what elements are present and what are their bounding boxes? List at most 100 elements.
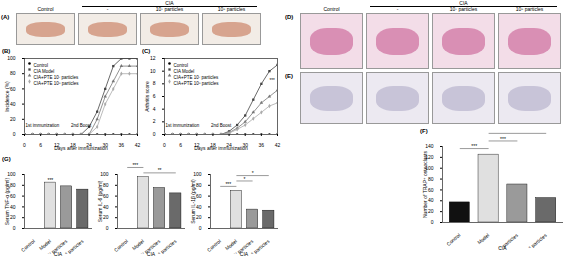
svg-text:Control: Control xyxy=(20,238,36,253)
svg-text:Incidence (%): Incidence (%) xyxy=(4,81,10,112)
svg-text:Model: Model xyxy=(37,238,53,252)
svg-text:Control: Control xyxy=(445,232,461,247)
svg-text:42: 42 xyxy=(275,142,281,148)
svg-text:10⁷ particles: 10⁷ particles xyxy=(494,232,519,248)
svg-text:80: 80 xyxy=(10,70,16,76)
svg-text:36: 36 xyxy=(119,142,125,148)
svg-text:1st immunization: 1st immunization xyxy=(26,123,60,128)
svg-text:***: *** xyxy=(132,162,138,168)
svg-text:20: 20 xyxy=(196,214,202,220)
svg-text:Model: Model xyxy=(223,238,239,252)
svg-text:*: * xyxy=(244,176,246,182)
svg-text:0: 0 xyxy=(153,131,156,137)
svg-text:Arthritis score: Arthritis score xyxy=(144,81,150,112)
svg-text:36: 36 xyxy=(259,142,265,148)
svg-text:10⁸ particles: 10⁸ particles xyxy=(245,238,270,254)
svg-text:Serum IL-1β (pg/ml): Serum IL-1β (pg/ml) xyxy=(190,179,196,224)
svg-text:40: 40 xyxy=(428,197,434,203)
svg-text:Control: Control xyxy=(34,63,49,68)
svg-text:8: 8 xyxy=(153,80,156,86)
html-text:10⁷ particles: 10⁷ particles xyxy=(155,6,184,12)
svg-text:40: 40 xyxy=(10,101,16,107)
svg-text:12: 12 xyxy=(150,55,156,61)
svg-text:60: 60 xyxy=(103,193,109,199)
svg-text:6: 6 xyxy=(153,93,156,99)
html-text:Control: Control xyxy=(37,6,54,12)
svg-text:0: 0 xyxy=(199,225,202,231)
svg-text:60: 60 xyxy=(10,193,16,199)
svg-text:***: *** xyxy=(471,143,477,149)
svg-text:40: 40 xyxy=(10,204,16,210)
svg-text:10⁸ particles: 10⁸ particles xyxy=(523,232,548,248)
svg-text:20: 20 xyxy=(10,214,16,220)
svg-text:CIA Model: CIA Model xyxy=(174,69,195,74)
svg-text:***: *** xyxy=(269,78,275,83)
svg-text:0: 0 xyxy=(13,225,16,231)
svg-text:60: 60 xyxy=(428,187,434,193)
svg-text:10⁸ particles: 10⁸ particles xyxy=(152,238,177,254)
svg-text:100: 100 xyxy=(100,171,109,177)
svg-text:0: 0 xyxy=(431,219,434,225)
svg-text:CIA+PTE 10⁸ particles: CIA+PTE 10⁸ particles xyxy=(174,81,220,86)
svg-text:100: 100 xyxy=(425,164,434,171)
svg-text:Serum TNF-α (pg/ml): Serum TNF-α (pg/ml) xyxy=(4,178,10,226)
html-text:10⁷ particles: 10⁷ particles xyxy=(449,6,478,12)
svg-text:0: 0 xyxy=(13,131,16,137)
svg-text:20: 20 xyxy=(103,214,109,220)
svg-text:100: 100 xyxy=(7,55,16,61)
svg-text:0: 0 xyxy=(23,142,26,148)
svg-text:Control: Control xyxy=(206,238,222,253)
svg-text:80: 80 xyxy=(10,182,16,188)
svg-text:6: 6 xyxy=(179,142,182,148)
svg-text:10: 10 xyxy=(150,68,156,74)
svg-text:CIA+PTE 10⁷ particles: CIA+PTE 10⁷ particles xyxy=(34,75,80,80)
html-text:CIA: CIA xyxy=(165,0,174,6)
html-text:(D): (D) xyxy=(285,14,294,20)
svg-text:Model: Model xyxy=(130,238,146,252)
svg-text:0: 0 xyxy=(163,142,166,148)
html-text:CIA: CIA xyxy=(459,0,468,6)
html-text:(E): (E) xyxy=(285,73,293,79)
svg-text:80: 80 xyxy=(428,176,434,182)
svg-text:0: 0 xyxy=(106,225,109,231)
svg-text:***: *** xyxy=(500,136,506,142)
svg-text:**: ** xyxy=(158,167,162,173)
html-text:Control: Control xyxy=(323,6,340,12)
svg-text:Control: Control xyxy=(113,238,129,253)
svg-text:Days after immunization: Days after immunization xyxy=(194,145,248,151)
html-text:10⁸ particles: 10⁸ particles xyxy=(515,6,544,12)
svg-text:Number of TRAP⁺ osteoclasts: Number of TRAP⁺ osteoclasts xyxy=(422,150,428,218)
svg-text:2: 2 xyxy=(153,118,156,124)
svg-text:1st immunization: 1st immunization xyxy=(166,123,200,128)
svg-text:60: 60 xyxy=(196,193,202,199)
svg-text:***: *** xyxy=(225,181,231,187)
svg-text:CIA+PTE 10⁸ particles: CIA+PTE 10⁸ particles xyxy=(34,81,80,86)
svg-text:20: 20 xyxy=(10,116,16,122)
svg-text:80: 80 xyxy=(103,182,109,188)
svg-text:Model: Model xyxy=(476,232,490,245)
svg-text:Control: Control xyxy=(174,63,189,68)
svg-text:140: 140 xyxy=(425,143,434,149)
svg-text:20: 20 xyxy=(428,208,434,214)
svg-text:Serum IL-6 (pg/ml): Serum IL-6 (pg/ml) xyxy=(97,180,103,222)
svg-text:***: *** xyxy=(514,132,520,134)
svg-text:Days after immunization: Days after immunization xyxy=(54,145,108,151)
svg-text:2nd Boost: 2nd Boost xyxy=(211,123,232,128)
html-text:10⁸ particles: 10⁸ particles xyxy=(217,6,246,12)
svg-text:***: *** xyxy=(47,177,53,183)
svg-text:CIA Model: CIA Model xyxy=(34,69,55,74)
svg-text:CIA+PTE 10⁷ particles: CIA+PTE 10⁷ particles xyxy=(174,75,220,80)
svg-text:2nd Boost: 2nd Boost xyxy=(71,123,92,128)
svg-text:80: 80 xyxy=(196,182,202,188)
svg-text:4: 4 xyxy=(153,106,156,112)
svg-text:100: 100 xyxy=(7,171,16,177)
svg-text:100: 100 xyxy=(193,171,202,177)
svg-text:6: 6 xyxy=(39,142,42,148)
svg-text:40: 40 xyxy=(196,204,202,210)
svg-text:60: 60 xyxy=(10,86,16,92)
svg-text:40: 40 xyxy=(103,204,109,210)
svg-text:42: 42 xyxy=(135,142,141,148)
svg-text:*: * xyxy=(252,170,254,176)
html-text:(A): (A) xyxy=(1,14,10,20)
svg-text:10⁸ particles: 10⁸ particles xyxy=(59,238,84,254)
